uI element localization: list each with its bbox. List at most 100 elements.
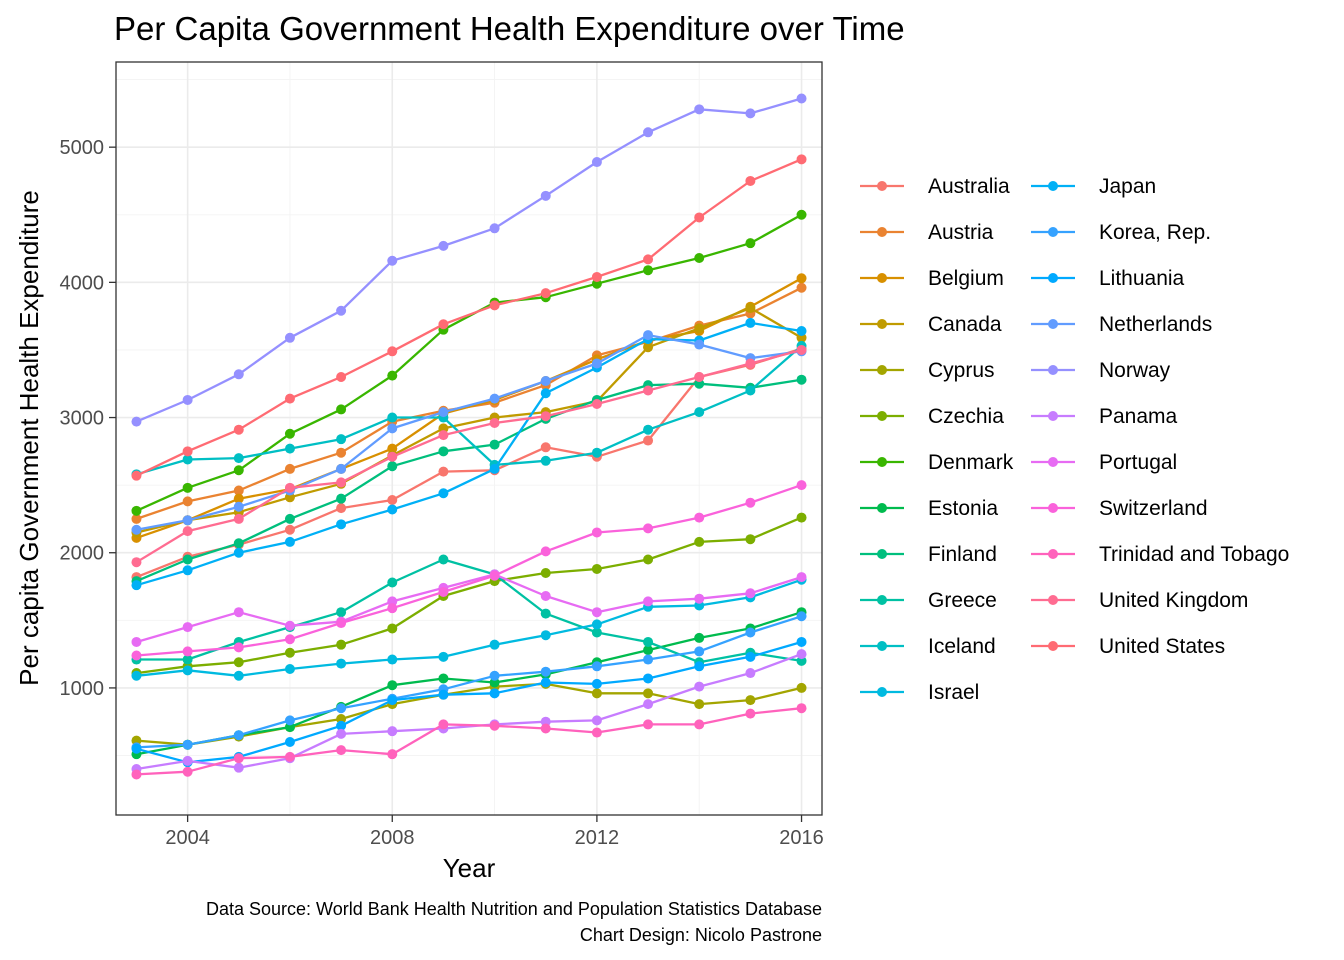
y-tick-label: 3000 xyxy=(60,408,105,430)
caption-source: Data Source: World Bank Health Nutrition… xyxy=(206,899,822,919)
series-line-lithuania xyxy=(136,640,802,764)
data-point-israel xyxy=(540,630,551,641)
data-point-japan xyxy=(284,536,295,547)
legend-label: Korea, Rep. xyxy=(1099,221,1211,244)
data-point-finland xyxy=(233,538,244,549)
legend-key-point xyxy=(1048,641,1058,651)
legend-key-point xyxy=(877,687,887,697)
legend-key-point xyxy=(877,227,887,237)
data-point-greece xyxy=(182,654,193,665)
legend-item-lithuania: Lithuania xyxy=(1031,267,1185,290)
legend-key-point xyxy=(1048,411,1058,421)
data-point-switzerland xyxy=(745,497,756,508)
data-point-trinidad-and-tobago xyxy=(387,749,398,760)
series-line-denmark xyxy=(136,213,803,512)
data-point-trinidad-and-tobago xyxy=(694,719,705,730)
data-point-greece xyxy=(336,607,347,618)
legend-label: Lithuania xyxy=(1099,267,1185,290)
data-point-iceland xyxy=(540,455,551,466)
data-point-cyprus xyxy=(643,688,654,699)
data-point-norway xyxy=(591,157,602,168)
legend-item-netherlands: Netherlands xyxy=(1031,313,1212,336)
data-point-united-kingdom xyxy=(591,399,602,410)
data-point-czechia xyxy=(643,554,654,565)
data-point-trinidad-and-tobago xyxy=(591,727,602,738)
data-point-norway xyxy=(387,255,398,266)
data-point-portugal xyxy=(233,607,244,618)
data-point-canada xyxy=(643,342,654,353)
legend-key-point xyxy=(877,641,887,651)
data-point-united-states xyxy=(745,175,756,186)
data-point-canada xyxy=(694,323,705,334)
legend-label: Japan xyxy=(1099,175,1156,198)
x-axis-title: Year xyxy=(443,853,496,883)
data-point-austria xyxy=(796,282,807,293)
data-point-estonia xyxy=(694,632,705,643)
data-point-czechia xyxy=(745,534,756,545)
data-point-netherlands xyxy=(489,393,500,404)
data-point-korea-rep xyxy=(694,646,705,657)
data-point-lithuania xyxy=(796,636,807,647)
data-point-norway xyxy=(182,394,193,405)
data-point-trinidad-and-tobago xyxy=(540,723,551,734)
data-point-netherlands xyxy=(591,358,602,369)
data-point-united-kingdom xyxy=(284,482,295,493)
data-point-norway xyxy=(540,190,551,201)
legend-key-point xyxy=(877,549,887,559)
data-point-norway xyxy=(643,127,654,138)
data-point-portugal xyxy=(694,593,705,604)
legend-item-canada: Canada xyxy=(860,313,1002,336)
data-point-japan xyxy=(233,547,244,558)
legend-item-belgium: Belgium xyxy=(860,267,1004,290)
data-point-denmark xyxy=(387,370,398,381)
data-point-denmark xyxy=(182,482,193,493)
data-point-cyprus xyxy=(796,682,807,693)
data-point-iceland xyxy=(336,434,347,445)
series-denmark xyxy=(131,209,807,516)
data-point-iceland xyxy=(694,407,705,418)
data-point-austria xyxy=(182,496,193,507)
data-point-panama xyxy=(745,668,756,679)
data-point-trinidad-and-tobago xyxy=(284,751,295,762)
x-tick-label: 2016 xyxy=(779,827,824,849)
data-point-finland xyxy=(796,374,807,385)
data-point-norway xyxy=(438,240,449,251)
data-point-japan xyxy=(489,463,500,474)
data-point-united-states xyxy=(284,393,295,404)
series-line-cyprus xyxy=(136,682,802,746)
data-point-lithuania xyxy=(131,743,142,754)
data-point-trinidad-and-tobago xyxy=(233,753,244,764)
data-point-united-states xyxy=(643,254,654,265)
series-line-united-kingdom xyxy=(135,348,802,564)
series-line-norway xyxy=(136,97,802,423)
legend-label: Australia xyxy=(928,175,1010,198)
data-point-finland xyxy=(182,554,193,565)
series-line-netherlands xyxy=(136,333,802,531)
data-point-israel xyxy=(489,639,500,650)
data-point-norway xyxy=(489,223,500,234)
data-point-portugal xyxy=(284,620,295,631)
data-point-greece xyxy=(387,577,398,588)
data-point-united-kingdom xyxy=(694,371,705,382)
data-point-japan xyxy=(540,388,551,399)
data-point-panama xyxy=(336,728,347,739)
plot-series xyxy=(131,93,807,780)
legend-item-portugal: Portugal xyxy=(1031,451,1177,474)
data-point-czechia xyxy=(694,536,705,547)
data-point-united-kingdom xyxy=(131,557,142,568)
data-point-lithuania xyxy=(438,689,449,700)
series-line-czechia xyxy=(136,516,802,675)
data-point-australia xyxy=(540,442,551,453)
data-point-united-kingdom xyxy=(745,358,756,369)
data-point-austria xyxy=(336,447,347,458)
data-point-trinidad-and-tobago xyxy=(745,708,756,719)
series-line-united-states xyxy=(136,158,802,477)
data-point-cyprus xyxy=(745,695,756,706)
data-point-denmark xyxy=(694,253,705,264)
legend-item-denmark: Denmark xyxy=(860,451,1014,474)
data-point-korea-rep xyxy=(745,627,756,638)
data-point-panama xyxy=(796,649,807,660)
y-tick-label: 2000 xyxy=(60,543,105,565)
series-israel xyxy=(131,574,807,681)
legend-key-point xyxy=(877,365,887,375)
